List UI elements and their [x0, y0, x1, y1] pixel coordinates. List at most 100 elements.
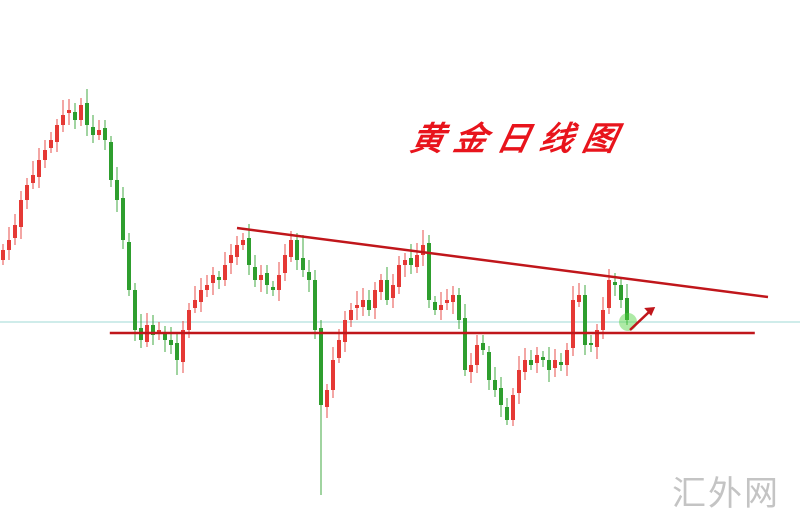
candle-body — [271, 287, 275, 290]
candle-body — [301, 258, 305, 270]
candle-body — [337, 340, 341, 358]
candle-body — [577, 295, 581, 302]
candle-body — [457, 295, 461, 320]
candle-body — [73, 112, 77, 120]
candle-body — [223, 265, 227, 280]
candle-body — [169, 340, 173, 345]
candle-body — [265, 273, 269, 285]
candle-body — [415, 255, 419, 267]
candle-body — [595, 330, 599, 347]
candle-body — [559, 362, 563, 365]
candle-body — [361, 300, 365, 307]
candle-body — [289, 240, 293, 257]
candle-body — [163, 332, 167, 340]
candle-body — [535, 355, 539, 363]
candle-body — [259, 275, 263, 280]
candle-body — [217, 277, 221, 280]
candle-body — [421, 245, 425, 255]
candle-body — [253, 267, 257, 280]
candle-body — [601, 310, 605, 330]
candle-body — [589, 343, 593, 345]
candle-body — [493, 380, 497, 390]
candle-body — [625, 298, 629, 320]
candle-body — [397, 265, 401, 287]
highlight-glow — [619, 313, 637, 331]
candle-body — [367, 300, 371, 310]
candle-body — [481, 343, 485, 350]
candle-body — [385, 280, 389, 300]
candle-body — [403, 260, 407, 265]
candle-body — [619, 285, 623, 300]
candle-body — [121, 198, 125, 240]
watermark: 汇外网 — [672, 474, 780, 514]
candle-body — [355, 305, 359, 308]
candle-body — [133, 290, 137, 330]
candle-body — [181, 330, 185, 362]
candle-body — [391, 285, 395, 298]
candle-body — [1, 250, 5, 260]
candle-body — [409, 258, 413, 265]
candle-body — [469, 365, 473, 372]
candle-body — [343, 320, 347, 342]
candle-body — [325, 390, 329, 407]
candle-body — [199, 290, 203, 302]
candle-body — [379, 280, 383, 292]
candle-body — [307, 272, 311, 280]
candle-body — [7, 240, 11, 250]
candle-body — [37, 160, 41, 177]
candle-body — [283, 255, 287, 273]
candle-body — [193, 300, 197, 308]
candle-body — [229, 255, 233, 263]
candle-body — [439, 305, 443, 310]
candle-body — [25, 185, 29, 200]
candle-body — [565, 350, 569, 365]
candle-body — [277, 275, 281, 290]
candle-body — [241, 240, 245, 245]
candle-body — [529, 360, 533, 365]
candle-body — [295, 240, 299, 260]
candle-body — [475, 345, 479, 365]
candle-body — [523, 360, 527, 372]
candle-body — [109, 142, 113, 180]
candle-body — [445, 300, 449, 303]
candle-body — [607, 280, 611, 308]
candle-body — [331, 360, 335, 390]
candle-body — [487, 352, 491, 380]
candle-body — [175, 343, 179, 360]
candle-body — [91, 127, 95, 135]
candle-body — [55, 125, 59, 142]
candle-body — [373, 290, 377, 308]
candle-body — [127, 242, 131, 290]
candle-body — [67, 110, 71, 113]
candle-body — [571, 300, 575, 348]
candle-body — [151, 325, 155, 335]
resistance-trendline — [236, 226, 769, 299]
candle-body — [19, 200, 23, 227]
candle-body — [505, 407, 509, 420]
candle-body — [85, 103, 89, 125]
candle-body — [319, 328, 323, 405]
candle-body — [553, 360, 557, 368]
candle-body — [49, 140, 53, 148]
candle-body — [103, 128, 107, 140]
candle-body — [79, 105, 83, 120]
candle-body — [157, 330, 161, 333]
candle-body — [97, 130, 101, 135]
candle-body — [61, 115, 65, 125]
candle-body — [115, 180, 119, 200]
chart-title: 黄金日线图 — [407, 119, 631, 158]
candle-body — [463, 318, 467, 370]
candle-body — [247, 238, 251, 265]
candle-body — [205, 285, 209, 290]
candle-body — [427, 243, 431, 300]
candle-body — [541, 357, 545, 360]
candle-body — [451, 295, 455, 302]
arrow-head-icon — [644, 307, 656, 316]
candle-body — [517, 370, 521, 393]
candle-body — [583, 295, 587, 345]
candle-body — [547, 360, 551, 370]
candle-body — [31, 175, 35, 183]
candle-body — [13, 225, 17, 238]
candle-body — [613, 282, 617, 285]
